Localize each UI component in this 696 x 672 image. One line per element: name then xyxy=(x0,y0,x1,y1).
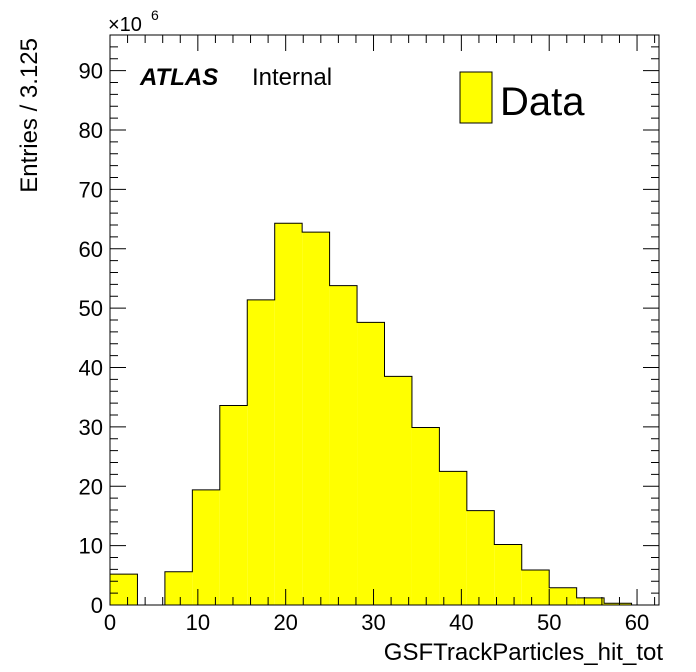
histogram-bar xyxy=(604,603,632,605)
histogram-bar xyxy=(329,285,358,605)
histogram-bar xyxy=(576,597,605,605)
x-tick-label: 60 xyxy=(625,610,649,635)
y-axis-title: Entries / 3.125 xyxy=(16,38,43,193)
histogram-bar xyxy=(247,299,275,605)
y-multiplier-base: ×10 xyxy=(108,14,142,36)
y-tick-label: 10 xyxy=(79,534,103,559)
histogram-bar xyxy=(494,544,522,605)
x-tick-label: 0 xyxy=(104,610,116,635)
y-tick-label: 40 xyxy=(79,356,103,381)
legend-label-data: Data xyxy=(500,80,585,124)
y-tick-label: 70 xyxy=(79,177,103,202)
histogram-bar xyxy=(549,587,577,605)
x-axis-title: GSFTrackParticles_hit_tot xyxy=(384,639,664,666)
histogram-bar xyxy=(302,232,330,605)
y-tick-label: 80 xyxy=(79,118,103,143)
y-tick-label: 0 xyxy=(91,593,103,618)
histogram-bar xyxy=(521,569,550,605)
histogram-bar xyxy=(411,427,440,605)
y-tick-label: 90 xyxy=(79,59,103,84)
y-tick-label: 60 xyxy=(79,237,103,262)
histogram-bar xyxy=(439,471,467,605)
histogram-bar xyxy=(384,376,412,605)
x-tick-label: 30 xyxy=(361,610,385,635)
x-tick-label: 10 xyxy=(186,610,210,635)
histogram-bars xyxy=(110,222,659,606)
histogram-bar xyxy=(466,510,495,605)
histogram-bar xyxy=(110,574,138,605)
y-tick-label: 30 xyxy=(79,415,103,440)
atlas-label: ATLAS xyxy=(139,64,218,91)
internal-label: Internal xyxy=(252,64,332,91)
y-tick-label: 20 xyxy=(79,474,103,499)
tick-labels: 0 10 20 30 40 50 60 0 10 20 30 40 50 60 70 80 90 xyxy=(79,59,650,635)
y-tick-label: 50 xyxy=(79,296,103,321)
x-tick-label: 50 xyxy=(537,610,561,635)
y-multiplier-exponent: 6 xyxy=(151,7,159,23)
histogram-bar xyxy=(192,489,220,605)
legend-swatch-data xyxy=(459,71,493,124)
histogram-outline xyxy=(110,222,659,606)
axis-ticks xyxy=(109,34,659,606)
x-tick-label: 40 xyxy=(449,610,473,635)
histogram-bar xyxy=(219,405,248,605)
histogram-bar xyxy=(274,223,303,605)
histogram-bar xyxy=(357,322,385,605)
x-tick-label: 20 xyxy=(273,610,297,635)
histogram-bar xyxy=(164,571,193,605)
